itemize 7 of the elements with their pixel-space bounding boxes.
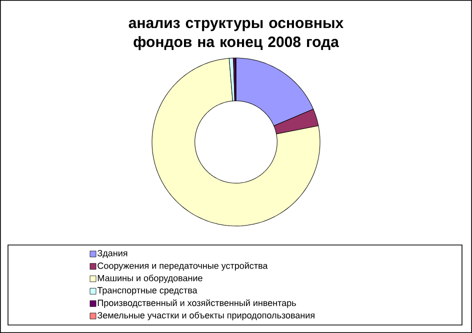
legend-label: Транспортные средства: [97, 287, 198, 296]
legend-label: Земельные участки и объекты природопользования: [98, 312, 314, 320]
legend-label: Производственный и хозяйственный инвентарь: [98, 299, 296, 308]
legend-label: Машины и оборудование: [98, 274, 202, 284]
chart-title: анализ структуры основных фондов на конец 2008 года: [128, 20, 344, 50]
legend-label: Сооружения и передаточные устройства: [98, 262, 268, 271]
legend-label: Здания: [98, 250, 128, 258]
